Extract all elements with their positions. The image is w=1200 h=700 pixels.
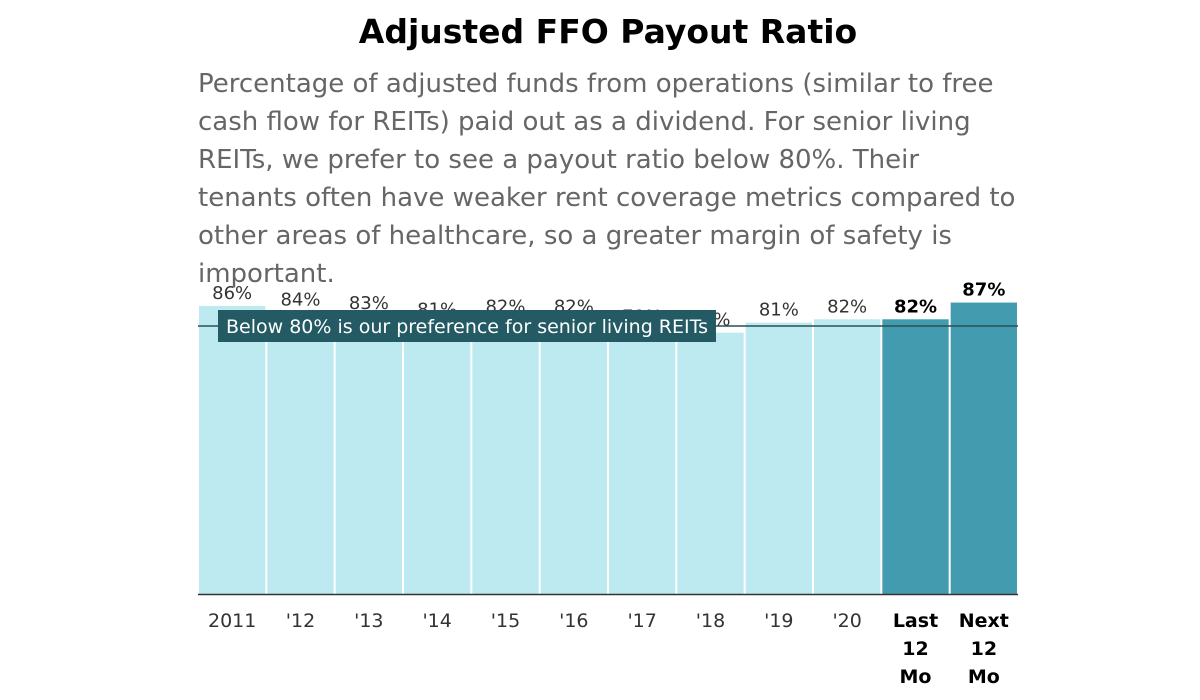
bars-group bbox=[199, 302, 1017, 594]
chart-title: Adjusted FFO Payout Ratio bbox=[358, 12, 858, 51]
bar-6 bbox=[609, 329, 676, 594]
bar-7 bbox=[677, 332, 744, 594]
bar-value-label-9: 82% bbox=[827, 296, 867, 317]
x-tick-label-11: Next 12 Mo bbox=[959, 610, 1009, 688]
bar-value-label-0: 86% bbox=[212, 283, 252, 304]
x-axis-ticks: 2011 '12 '13 '14 '15 '16 '17 '18 '19 '20 Last 12 Mo N… bbox=[208, 610, 1009, 688]
x-tick-label-10: Last 12 Mo bbox=[893, 610, 938, 688]
chart-subtitle: Percentage of adjusted funds from operat… bbox=[198, 69, 1016, 289]
reference-label-background bbox=[218, 310, 716, 342]
x-tick-label-6: '17 bbox=[627, 610, 656, 632]
bar-value-label-1: 84% bbox=[280, 290, 320, 311]
x-tick-label-0: 2011 bbox=[208, 610, 256, 632]
bar-10 bbox=[882, 319, 949, 594]
x-tick-label-8: '19 bbox=[764, 610, 793, 632]
x-tick-label-3: '14 bbox=[422, 610, 451, 632]
bar-0 bbox=[199, 305, 266, 594]
bar-value-label-10: 82% bbox=[894, 296, 937, 317]
bar-11 bbox=[950, 302, 1017, 594]
x-tick-label-2: '13 bbox=[354, 610, 383, 632]
bar-9 bbox=[814, 319, 881, 594]
x-tick-label-5: '16 bbox=[559, 610, 588, 632]
bar-4 bbox=[472, 319, 539, 594]
bar-value-label-8: 81% bbox=[759, 300, 799, 321]
bar-2 bbox=[335, 315, 402, 594]
bar-8 bbox=[745, 322, 812, 594]
x-tick-label-4: '15 bbox=[491, 610, 520, 632]
x-tick-label-1: '12 bbox=[286, 610, 315, 632]
bar-value-label-2: 83% bbox=[349, 293, 389, 314]
bar-5 bbox=[540, 319, 607, 594]
bar-3 bbox=[404, 322, 471, 594]
x-tick-label-7: '18 bbox=[696, 610, 725, 632]
bar-1 bbox=[267, 312, 334, 594]
reference-label: Below 80% is our preference for senior l… bbox=[226, 316, 708, 338]
bar-value-label-11: 87% bbox=[962, 280, 1005, 301]
x-tick-label-9: '20 bbox=[832, 610, 861, 632]
